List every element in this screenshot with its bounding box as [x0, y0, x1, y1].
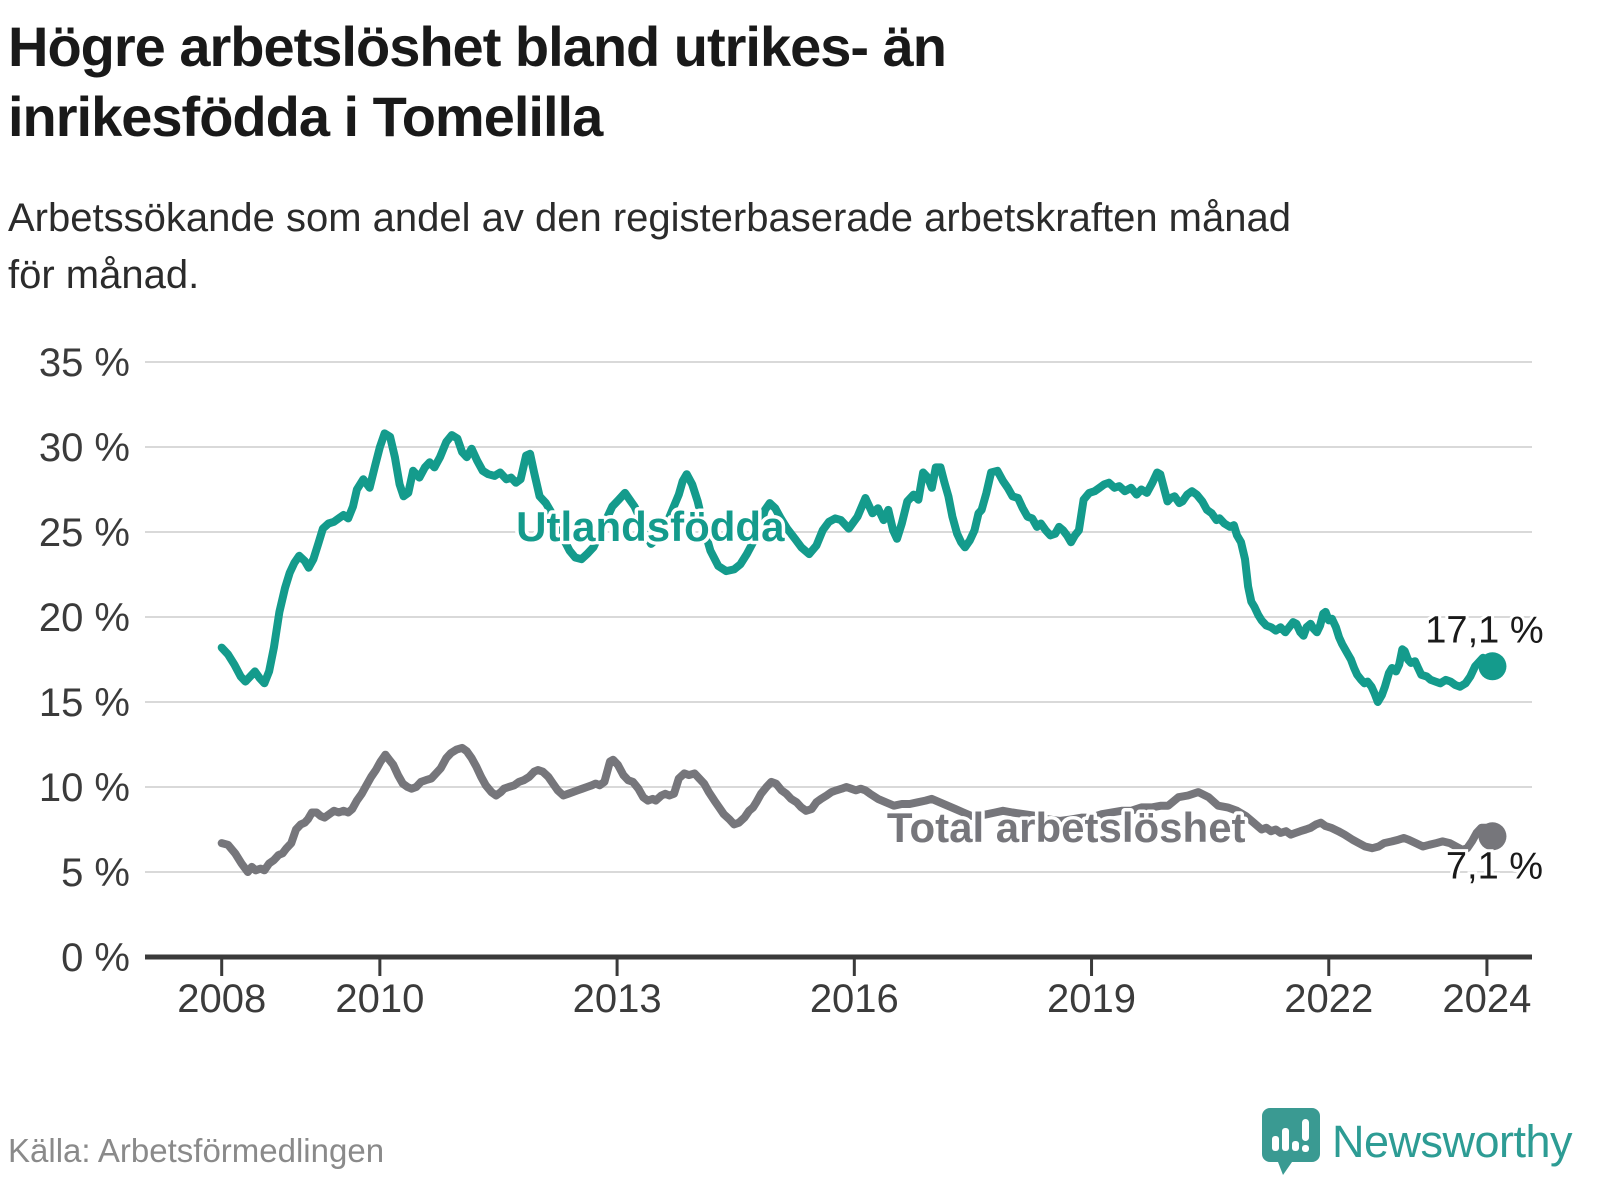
y-axis-tick-label: 10 % — [39, 766, 130, 810]
logo-wordmark: Newsworthy — [1332, 1116, 1573, 1167]
title-line-1: Högre arbetslöshet bland utrikes- än — [8, 15, 947, 78]
source-note: Källa: Arbetsförmedlingen — [8, 1132, 385, 1169]
x-axis-tick-label: 2024 — [1442, 977, 1531, 1021]
end-value-label-Utlandsfödda: 17,1 % — [1425, 609, 1543, 651]
newsworthy-logo: Newsworthy — [1262, 1108, 1573, 1176]
series-line-Total arbetslöshet — [217, 743, 1497, 876]
page-title: Högre arbetslöshet bland utrikes- än inr… — [8, 12, 947, 152]
series-end-dot-Utlandsfödda — [1478, 652, 1507, 681]
y-axis-tick-label: 15 % — [39, 681, 130, 725]
y-axis-tick-label: 30 % — [39, 426, 130, 470]
x-axis-tick-label: 2022 — [1284, 977, 1373, 1021]
x-axis-tick-label: 2013 — [573, 977, 662, 1021]
subtitle-line-2: för månad. — [8, 253, 200, 297]
series-label-Total arbetslöshet: Total arbetslöshet — [887, 804, 1246, 851]
series-line-Utlandsfödda — [217, 429, 1497, 706]
page-subtitle: Arbetssökande som andel av den registerb… — [8, 190, 1291, 304]
logo-pin-shape — [1262, 1108, 1320, 1175]
x-axis-tick-label: 2016 — [810, 977, 899, 1021]
subtitle-line-1: Arbetssökande som andel av den registerb… — [8, 196, 1291, 240]
y-axis-tick-label: 25 % — [39, 511, 130, 555]
x-axis-tick-label: 2010 — [335, 977, 424, 1021]
series-end-dot-Total arbetslöshet — [1478, 822, 1507, 851]
y-axis-tick-label: 0 % — [61, 936, 130, 980]
title-line-2: inrikesfödda i Tomelilla — [8, 85, 603, 148]
newsworthy-bar-chart-pin-icon — [1262, 1108, 1320, 1175]
x-axis-tick-label: 2019 — [1047, 977, 1136, 1021]
y-axis-tick-label: 20 % — [39, 596, 130, 640]
end-value-label-Total arbetslöshet: 7,1 % — [1446, 845, 1543, 887]
series-label-Utlandsfödda: Utlandsfödda — [516, 503, 785, 550]
y-axis-tick-label: 35 % — [39, 341, 130, 385]
y-axis-tick-label: 5 % — [61, 851, 130, 895]
x-axis-tick-label: 2008 — [177, 977, 266, 1021]
